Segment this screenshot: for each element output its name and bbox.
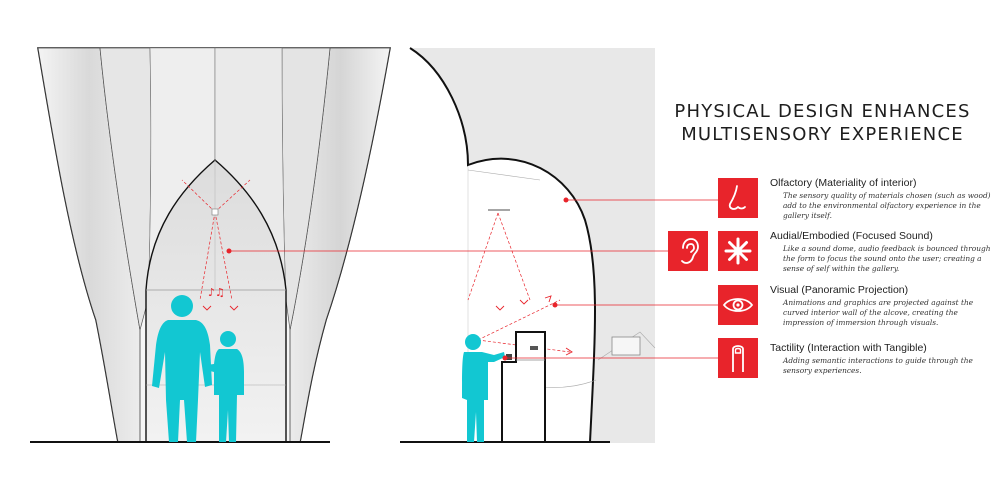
callout-leader-lines (229, 199, 718, 359)
ear-icon (668, 231, 708, 271)
visual-description: Animations and graphics are projected ag… (783, 298, 974, 327)
eye-icon (718, 285, 758, 325)
finger-icon (718, 338, 758, 378)
adult-and-child-figures (152, 295, 244, 442)
tactility-callout: Tactility (Interaction with Tangible) Ad… (770, 342, 995, 376)
audial-description: Like a sound dome, audio feedback is bou… (783, 244, 991, 273)
visual-heading: Visual (Panoramic Projection) (770, 284, 909, 296)
audial-heading: Audial/Embodied (Focused Sound) (770, 230, 933, 242)
olfactory-callout: Olfactory (Materiality of interior) The … (770, 177, 995, 221)
right-alcove-structure (400, 47, 656, 443)
diagram-title: PHYSICAL DESIGN ENHANCES MULTISENSORY EX… (650, 100, 995, 146)
callout-dots (226, 197, 569, 361)
left-column-structure: ♪♫ (30, 47, 391, 443)
nose-icon (718, 178, 758, 218)
asterisk-icon (718, 231, 758, 271)
title-line-1: PHYSICAL DESIGN ENHANCES (674, 101, 971, 122)
svg-text:♪♫: ♪♫ (208, 286, 225, 299)
child-figure-interacting (462, 334, 505, 442)
tactility-heading: Tactility (Interaction with Tangible) (770, 342, 927, 354)
tactility-description: Adding semantic interactions to guide th… (783, 356, 973, 375)
visual-callout: Visual (Panoramic Projection) Animations… (770, 284, 995, 328)
title-line-2: MULTISENSORY EXPERIENCE (681, 124, 964, 145)
olfactory-heading: Olfactory (Materiality of interior) (770, 177, 917, 189)
olfactory-description: The sensory quality of materials chosen … (783, 191, 991, 220)
audial-callout: Audial/Embodied (Focused Sound) Like a s… (770, 230, 995, 274)
